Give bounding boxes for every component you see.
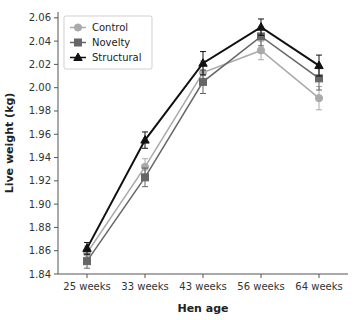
marker [83, 244, 91, 252]
error-cap [84, 268, 90, 269]
legend-frame [64, 16, 152, 69]
error-cap [316, 109, 322, 110]
series [83, 19, 323, 254]
y-tick [54, 41, 58, 42]
y-tick-label: 1.96 [29, 129, 51, 140]
y-axis-label: Live weight (kg) [3, 93, 16, 194]
y-tick [54, 110, 58, 111]
y-tick [54, 64, 58, 65]
y-tick [54, 180, 58, 181]
x-tick [87, 274, 88, 278]
marker [142, 174, 149, 181]
marker [141, 136, 149, 144]
line [87, 27, 319, 248]
marker [316, 75, 323, 82]
error-cap [84, 254, 90, 255]
error-cap [258, 45, 264, 46]
x-axis-label: Hen age [177, 302, 228, 315]
y-tick [54, 227, 58, 228]
x-tick-label: 64 weeks [295, 281, 342, 292]
x-tick [261, 274, 262, 278]
error-cap [316, 55, 322, 56]
marker [199, 59, 207, 67]
error-cap [316, 76, 322, 77]
x-tick [203, 274, 204, 278]
legend: Control Novelty Structural [64, 16, 152, 69]
error-cap [142, 186, 148, 187]
series [83, 41, 322, 260]
marker [315, 95, 322, 102]
x-tick-label: 25 weeks [63, 281, 110, 292]
marker [84, 258, 91, 265]
legend-marker [75, 39, 82, 46]
error-cap [142, 148, 148, 149]
y-tick-label: 1.88 [29, 222, 51, 233]
marker [200, 78, 207, 85]
error-cap [142, 131, 148, 132]
y-tick-label: 2.04 [29, 36, 51, 47]
y-tick [54, 204, 58, 205]
error-cap [316, 90, 322, 91]
y-tick [54, 134, 58, 135]
y-tick-label: 2.06 [29, 12, 51, 23]
y-tick [54, 17, 58, 18]
chart: 1.84 1.86 1.88 1.90 1.92 1.94 1.96 1.98 2.00 2.02… [0, 0, 360, 320]
marker [257, 23, 265, 31]
y-tick-label: 1.84 [29, 269, 51, 280]
error-cap [142, 168, 148, 169]
y-tick-label: 1.90 [29, 199, 51, 210]
y-tick-label: 2.00 [29, 82, 51, 93]
error-bar [84, 254, 90, 268]
y-tick [54, 157, 58, 158]
y-tick-label: 1.92 [29, 175, 51, 186]
error-cap [142, 158, 148, 159]
x-tick-label: 33 weeks [121, 281, 168, 292]
x-tick-label: 43 weeks [179, 281, 226, 292]
legend-label: Structural [92, 52, 142, 63]
y-tick [54, 274, 58, 275]
legend-marker [74, 53, 82, 61]
plot-area [83, 19, 323, 268]
error-cap [258, 59, 264, 60]
y-tick [54, 87, 58, 88]
error-cap [258, 18, 264, 19]
error-cap [84, 254, 90, 255]
y-tick-label: 1.86 [29, 245, 51, 256]
y-tick [54, 250, 58, 251]
error-cap [200, 51, 206, 52]
error-cap [200, 74, 206, 75]
x-tick-label: 56 weeks [237, 281, 284, 292]
marker [315, 61, 323, 69]
error-cap [258, 35, 264, 36]
x-tick [145, 274, 146, 278]
error-bar [142, 168, 148, 187]
error-cap [200, 93, 206, 94]
line [87, 50, 319, 253]
marker [257, 47, 264, 54]
y-axis [58, 12, 59, 274]
x-tick [319, 274, 320, 278]
y-tick-label: 2.02 [29, 59, 51, 70]
y-tick-label: 1.94 [29, 152, 51, 163]
legend-label: Control [92, 22, 128, 33]
y-tick-label: 1.98 [29, 105, 51, 116]
legend-marker [74, 24, 81, 31]
error-bar [316, 87, 322, 110]
line [87, 36, 319, 261]
legend-label: Novelty [92, 37, 130, 48]
